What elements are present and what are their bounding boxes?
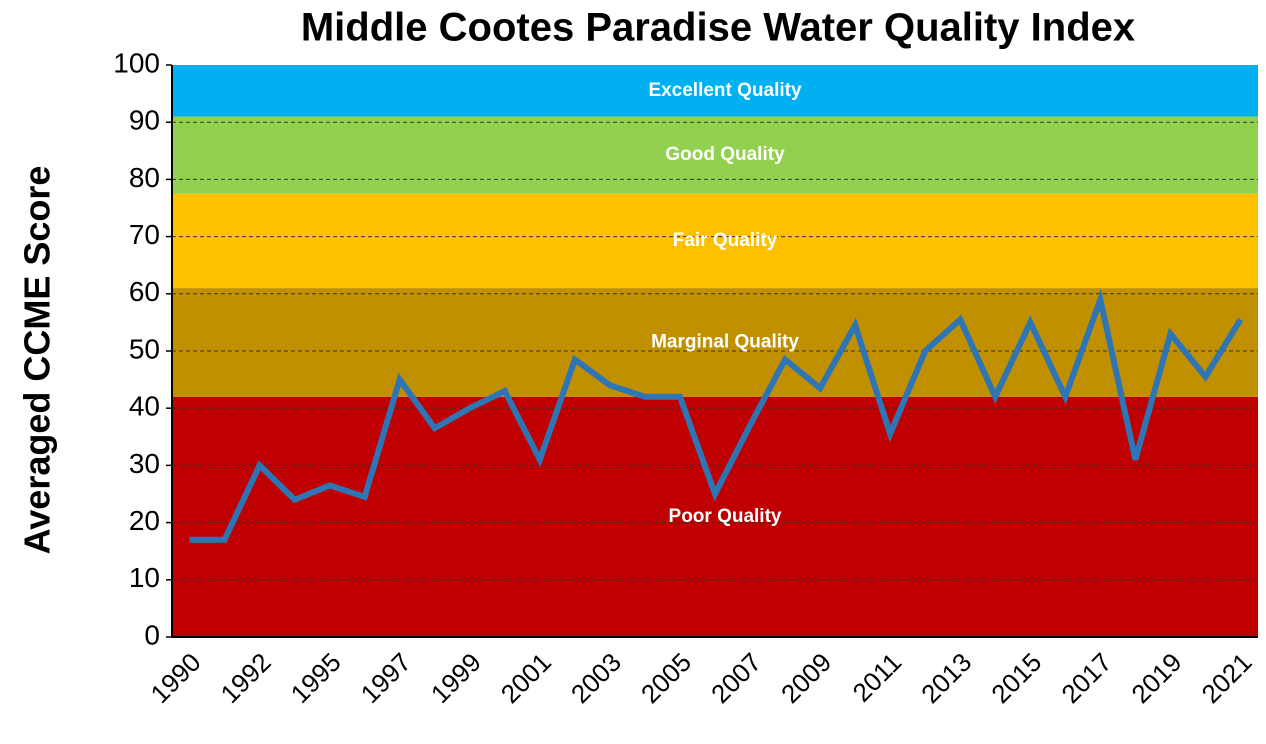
y-tick-label: 100 bbox=[113, 47, 160, 78]
x-tick-label: 2005 bbox=[635, 647, 697, 709]
band-label: Excellent Quality bbox=[648, 80, 802, 101]
x-tick-label: 1990 bbox=[145, 647, 207, 709]
x-tick-label: 1997 bbox=[355, 647, 417, 709]
x-tick-label: 2007 bbox=[705, 647, 767, 709]
band-label: Fair Quality bbox=[673, 230, 778, 251]
x-tick-label: 2021 bbox=[1195, 647, 1257, 709]
quality-band bbox=[172, 396, 1258, 637]
y-tick-label: 10 bbox=[129, 562, 160, 593]
x-tick-label: 1995 bbox=[285, 647, 347, 709]
y-tick-label: 60 bbox=[129, 276, 160, 307]
y-axis-label: Averaged CCME Score bbox=[17, 166, 58, 555]
y-tick-label: 40 bbox=[129, 391, 160, 422]
band-label: Good Quality bbox=[665, 144, 785, 165]
band-label: Poor Quality bbox=[669, 506, 782, 527]
x-tick-label: 1992 bbox=[215, 647, 277, 709]
x-tick-label: 2019 bbox=[1125, 647, 1187, 709]
quality-band bbox=[172, 193, 1258, 289]
quality-band bbox=[172, 116, 1258, 194]
y-tick-label: 30 bbox=[129, 448, 160, 479]
y-tick-label: 50 bbox=[129, 333, 160, 364]
y-tick-label: 0 bbox=[144, 619, 160, 650]
quality-band bbox=[172, 288, 1258, 397]
x-tick-label: 2003 bbox=[565, 647, 627, 709]
band-label: Marginal Quality bbox=[651, 331, 799, 352]
x-tick-label: 2011 bbox=[847, 647, 908, 708]
x-tick-label: 2001 bbox=[495, 647, 557, 709]
y-tick-label: 20 bbox=[129, 505, 160, 536]
y-tick-label: 80 bbox=[129, 162, 160, 193]
x-tick-label: 2015 bbox=[985, 647, 1047, 709]
y-tick-label: 90 bbox=[129, 105, 160, 136]
quality-band bbox=[172, 65, 1258, 117]
x-tick-label: 2009 bbox=[775, 647, 837, 709]
y-tick-label: 70 bbox=[129, 219, 160, 250]
x-tick-label: 1999 bbox=[425, 647, 487, 709]
chart-title: Middle Cootes Paradise Water Quality Ind… bbox=[301, 6, 1135, 50]
data-line bbox=[189, 288, 1244, 543]
x-tick-label: 2017 bbox=[1055, 647, 1117, 709]
x-tick-label: 2013 bbox=[915, 647, 977, 709]
